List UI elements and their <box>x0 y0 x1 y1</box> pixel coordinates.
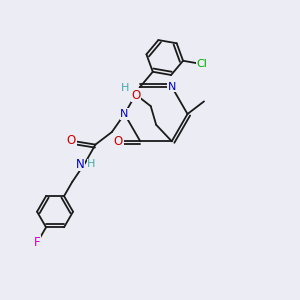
Text: O: O <box>131 88 140 102</box>
Text: N: N <box>120 109 129 119</box>
Text: N: N <box>76 158 84 171</box>
Text: O: O <box>67 134 76 148</box>
Text: Cl: Cl <box>197 59 208 69</box>
Text: F: F <box>34 236 41 249</box>
Text: H: H <box>87 159 96 170</box>
Text: O: O <box>114 135 123 148</box>
Text: H: H <box>121 83 129 93</box>
Text: N: N <box>168 82 176 92</box>
